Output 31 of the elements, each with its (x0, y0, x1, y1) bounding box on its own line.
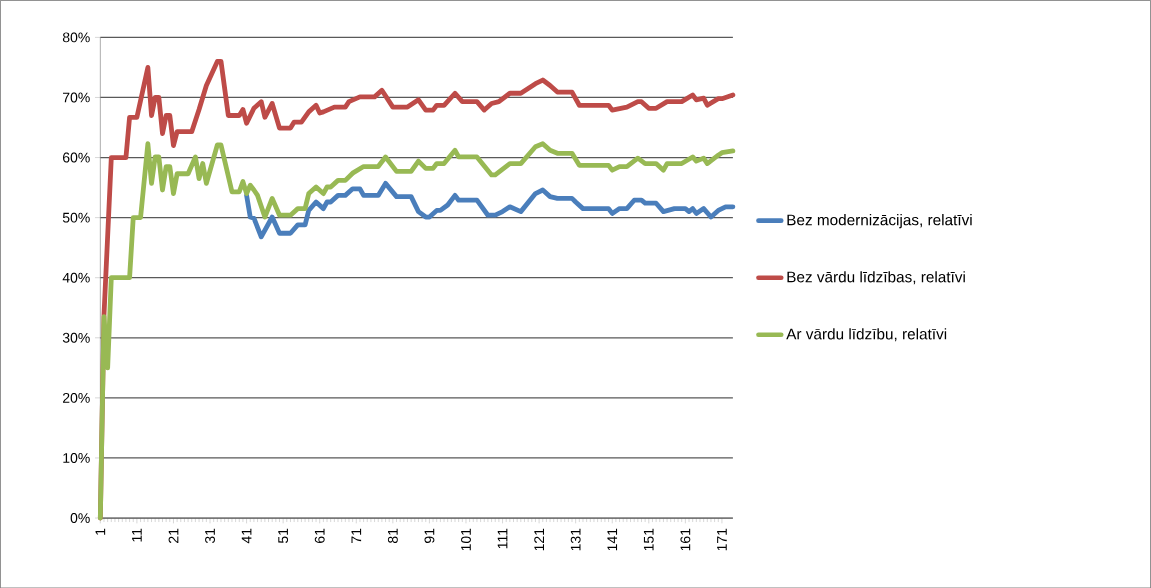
x-tick-label: 121 (534, 528, 544, 551)
x-tick-label: 51 (278, 528, 289, 543)
y-tick-label: 80% (62, 32, 90, 43)
y-tick-label: 70% (63, 92, 90, 103)
y-tick-label: 0% (70, 512, 90, 523)
x-tick-label: 71 (351, 528, 362, 543)
x-tick-label: 81 (387, 528, 398, 543)
line-series (244, 180, 736, 240)
x-tick-label: 61 (314, 528, 325, 543)
x-tick-label: 141 (607, 528, 618, 551)
x-tick-label: 171 (717, 528, 727, 551)
x-tick-label: 161 (680, 528, 691, 551)
x-tick-label: 31 (205, 528, 215, 543)
y-tick-label: 60% (63, 152, 90, 163)
y-tick-label: 20% (63, 392, 90, 403)
legend-label: Bez modernizācijas, relatīvi (787, 213, 972, 229)
x-tick-label: 41 (241, 528, 252, 544)
x-tick-label: 101 (461, 528, 471, 551)
legend-label: Bez vārdu līdzības, relatīvi (787, 270, 965, 285)
x-tick-label: 1 (95, 528, 106, 535)
y-tick-label: 40% (62, 272, 90, 283)
x-tick-label: 91 (424, 528, 435, 543)
y-tick-label: 50% (62, 212, 90, 223)
x-tick-label: 151 (643, 528, 654, 551)
y-tick-label: 10% (63, 452, 90, 463)
x-tick-label: 131 (570, 528, 581, 551)
legend-label: Ar vārdu līdzību, relatīvi (786, 328, 947, 342)
y-tick-label: 30% (62, 332, 90, 343)
x-tick-label: 11 (132, 528, 142, 542)
x-tick-label: 21 (168, 528, 179, 543)
x-tick-label: 111 (497, 528, 508, 549)
